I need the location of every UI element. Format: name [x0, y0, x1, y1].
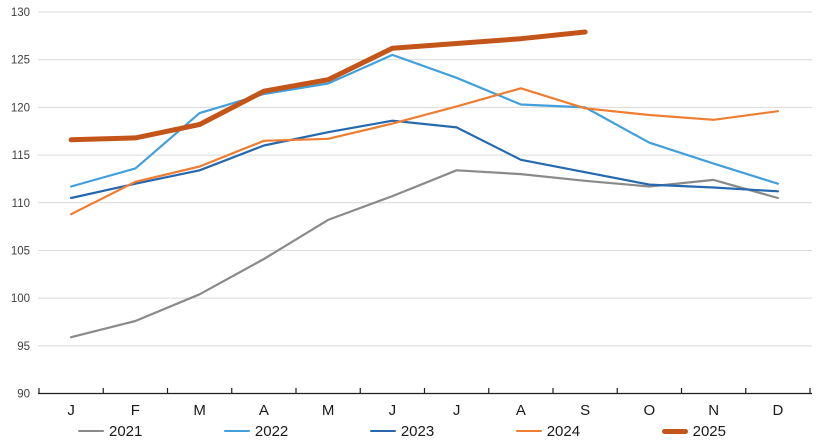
legend-label-2025: 2025 — [692, 422, 726, 440]
x-axis-label-8: S — [580, 402, 590, 419]
legend-swatch-2025 — [661, 428, 688, 434]
legend-swatch-2023 — [369, 429, 396, 433]
legend-label-2023: 2023 — [400, 422, 435, 440]
x-axis-label-4: M — [322, 402, 335, 419]
y-axis-label-105: 105 — [11, 245, 30, 257]
legend-item-2024: 2024 — [515, 422, 581, 440]
legend-item-2025: 2025 — [661, 422, 726, 440]
y-axis-label-130: 130 — [11, 7, 30, 19]
x-axis-label-0: J — [67, 402, 75, 419]
x-axis-label-3: A — [259, 402, 269, 419]
legend-swatch-2021 — [78, 429, 104, 433]
y-axis-label-95: 95 — [17, 341, 30, 353]
legend-item-2021: 2021 — [78, 424, 142, 439]
y-axis-label-110: 110 — [12, 198, 30, 210]
legend-swatch-2024 — [515, 429, 542, 433]
legend-label-2024: 2024 — [546, 422, 581, 440]
x-axis-label-10: N — [708, 402, 719, 419]
series-line-2025 — [68, 29, 588, 143]
y-axis-label-100: 100 — [11, 293, 30, 305]
series-line-2023 — [69, 119, 780, 200]
y-axis-label-90: 90 — [17, 389, 30, 401]
legend-item-2022: 2022 — [223, 422, 289, 440]
x-axis-label-5: J — [389, 402, 397, 419]
chart-plot-area: 90 95 100 105 110 115 120 125 130 J F M A M J J A S O N D — [11, 7, 812, 419]
series-line-2024 — [69, 87, 780, 216]
legend-swatch-2022 — [223, 429, 250, 433]
y-axis-label-125: 125 — [11, 55, 30, 67]
chart-legend: 2021 2022 2023 2024 2025 — [78, 420, 726, 442]
x-axis-label-9: O — [644, 402, 656, 419]
x-axis-label-2: M — [193, 402, 206, 419]
legend-label-2021: 2021 — [109, 422, 143, 440]
x-axis-label-11: D — [772, 402, 783, 419]
y-axis-label-115: 115 — [12, 150, 30, 162]
x-axis-label-6: J — [453, 402, 461, 419]
legend-item-2023: 2023 — [369, 422, 435, 440]
series-line-2021 — [69, 169, 780, 339]
x-axis-label-1: F — [131, 402, 140, 419]
series-line-2022 — [69, 53, 780, 188]
y-axis-label-120: 120 — [11, 102, 30, 114]
x-axis-label-7: A — [516, 402, 526, 419]
legend-label-2022: 2022 — [254, 422, 289, 440]
